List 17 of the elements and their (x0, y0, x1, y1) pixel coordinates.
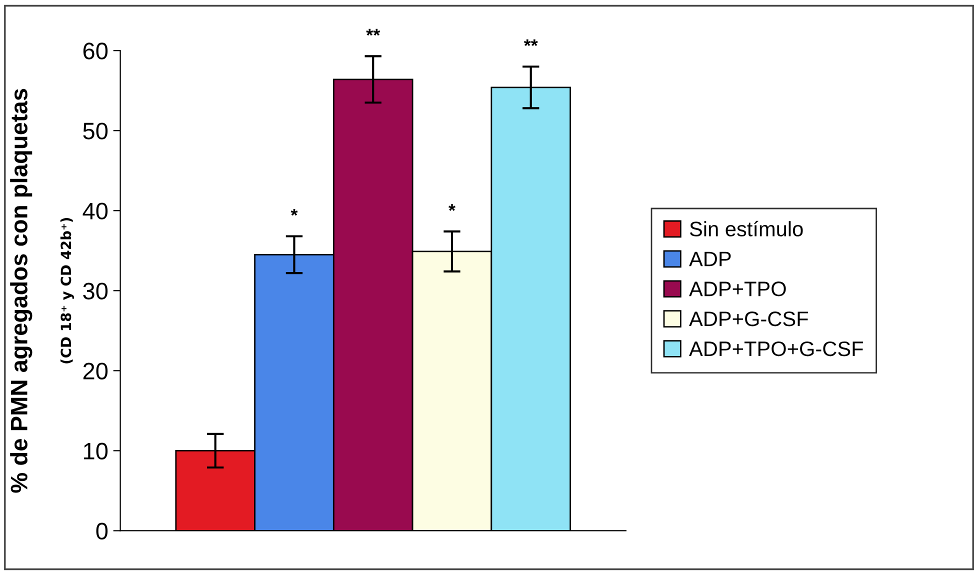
data-label: ** (524, 39, 538, 46)
y-tick-label: 40 (82, 202, 108, 220)
y-tick-label: 30 (83, 282, 108, 300)
legend-label: Sin estímulo (690, 220, 803, 236)
y-tick-label: 0 (96, 522, 108, 540)
legend-label: ADP (689, 252, 731, 266)
y-tick-label: 50 (83, 122, 108, 140)
y-tick-label: 10 (84, 442, 108, 460)
data-label: ** (366, 28, 380, 36)
data-label: * (448, 204, 456, 211)
y-tick-label: 60 (83, 42, 108, 60)
legend-label: ADP+G-CSF (689, 312, 808, 326)
legend-label: ADP+TPO (689, 282, 786, 296)
text: % de PMN agregados con plaquetas (CD 18⁺ y CD 42b⁺) (10, 88, 74, 493)
legend-label: ADP+TPO+G-CSF (689, 341, 863, 356)
data-label: * (290, 208, 298, 216)
y-tick-label: 20 (83, 362, 108, 380)
